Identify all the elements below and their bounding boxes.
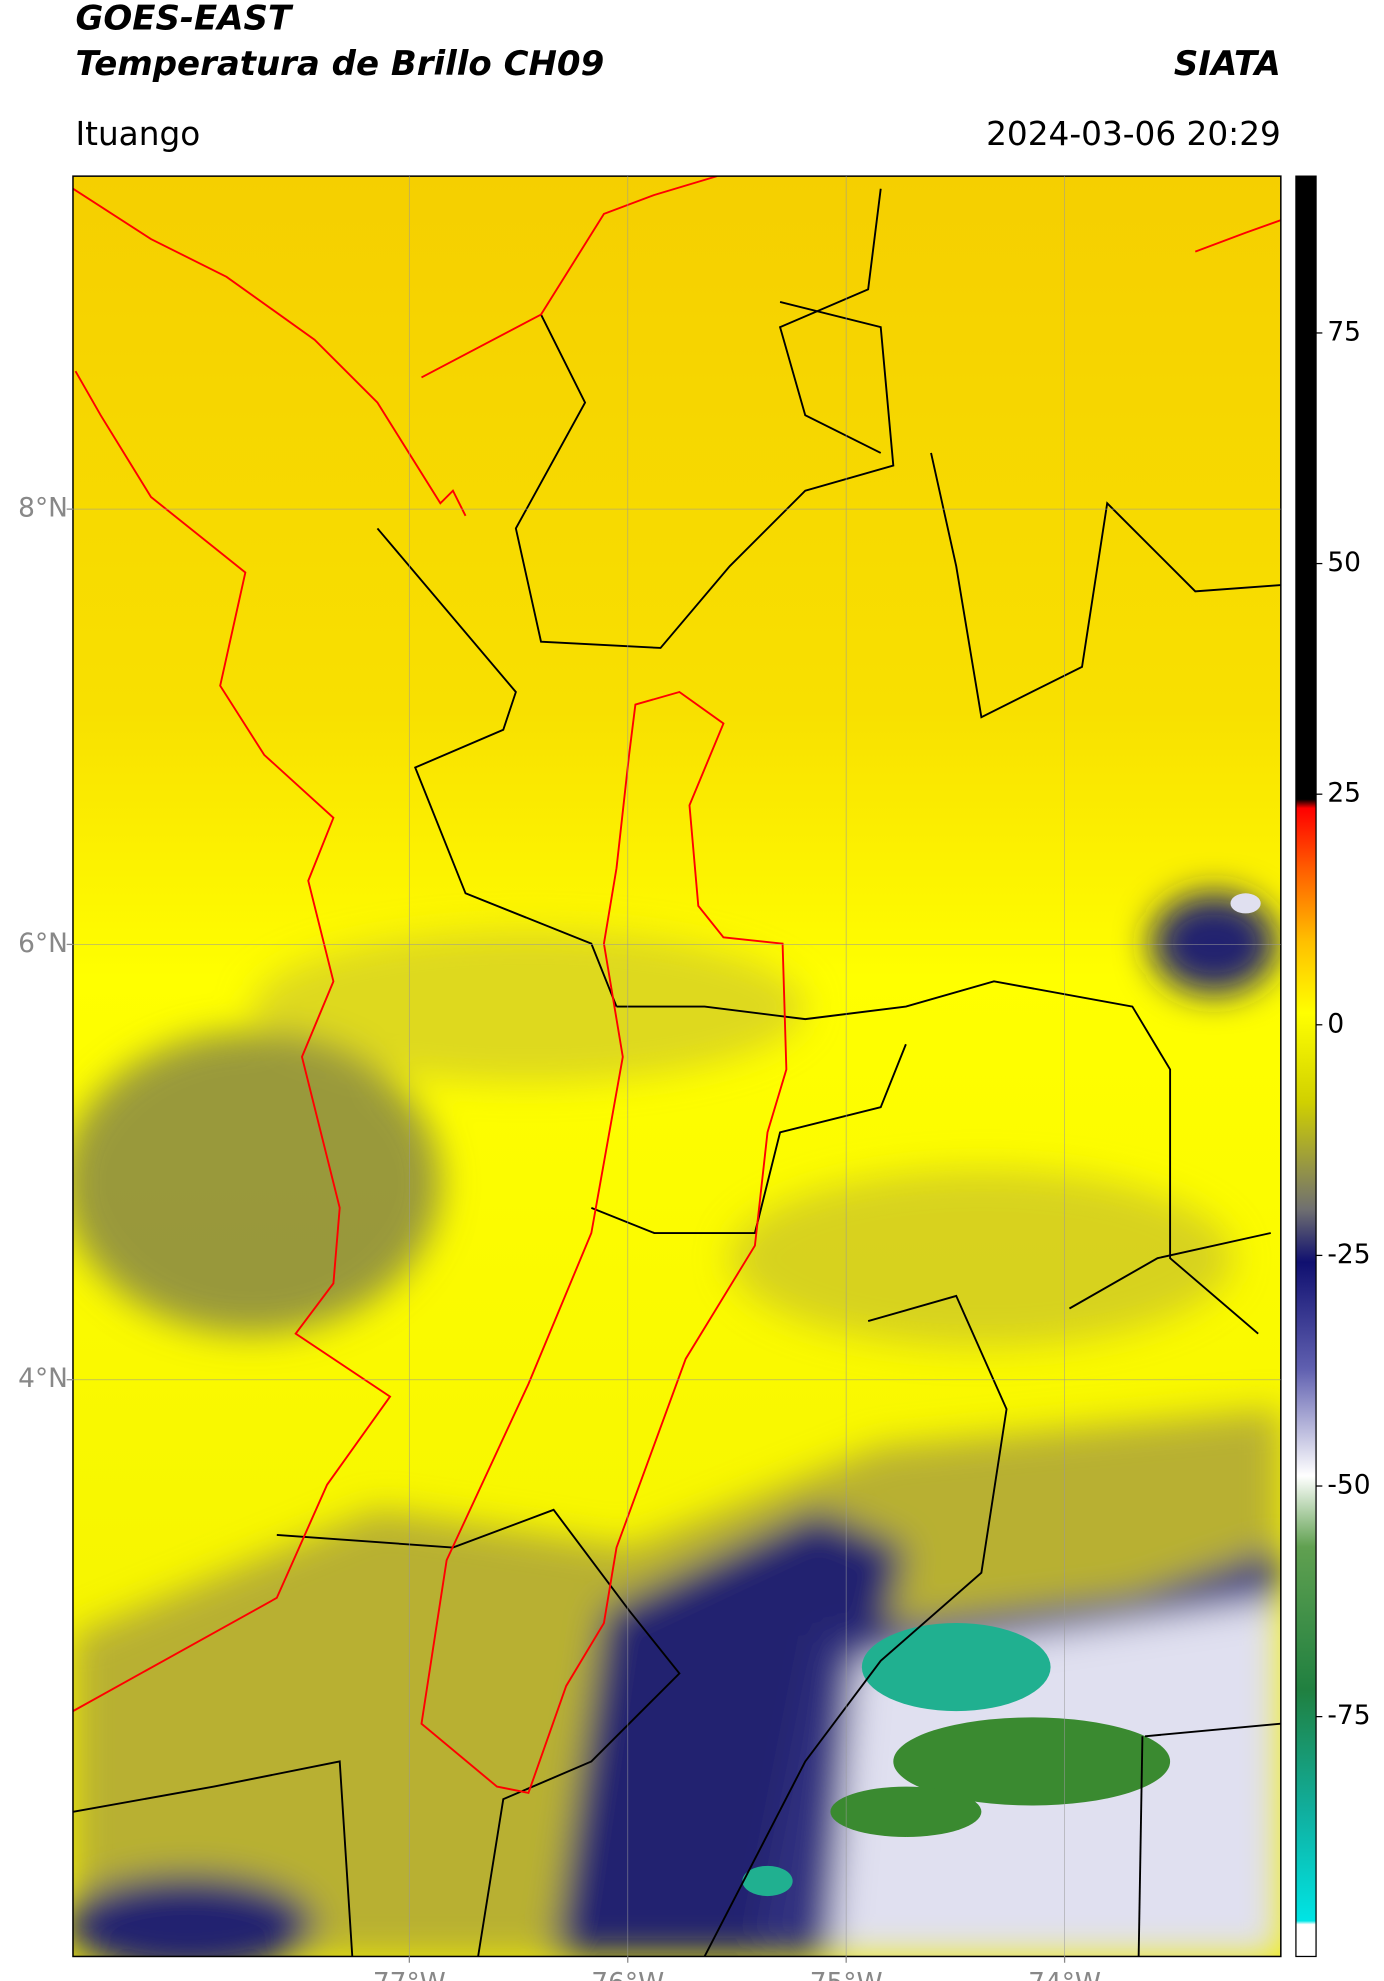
location: Ituango	[75, 115, 200, 153]
datetime: 2024-03-06 20:29	[986, 115, 1281, 153]
colorbar-tick-label: -50	[1327, 1470, 1370, 1501]
y-tick-label: 8°N	[18, 493, 68, 524]
title: GOES-EAST	[75, 0, 293, 39]
y-tick-label: 4°N	[18, 1363, 68, 1394]
x-tick-label: 74°W	[1028, 1968, 1101, 1981]
ticks: 77°W 76°W 75°W 74°W 8°N 6°N 4°N 75 50 25 0 -25 -50 -7…	[18, 316, 1370, 1981]
x-tick-label: 75°W	[810, 1968, 883, 1981]
colorbar-tick-label: 0	[1327, 1008, 1344, 1039]
x-tick-label: 77°W	[373, 1968, 446, 1981]
colorbar	[1295, 175, 1317, 1958]
y-tick-label: 6°N	[18, 928, 68, 959]
subtitle: Temperatura de Brillo CH09	[75, 44, 604, 84]
source: SIATA	[1174, 44, 1281, 84]
colorbar-tick-label: 50	[1327, 547, 1361, 578]
map-frame	[72, 175, 1282, 1958]
grid	[72, 176, 1281, 1957]
colorbar-tick-label: 75	[1327, 316, 1361, 347]
colorbar-tick-label: 25	[1327, 778, 1361, 809]
colorbar-tick-label: -75	[1327, 1700, 1370, 1731]
colorbar-tick-label: -25	[1327, 1239, 1370, 1270]
x-tick-label: 76°W	[591, 1968, 664, 1981]
map-field	[72, 176, 1281, 1957]
